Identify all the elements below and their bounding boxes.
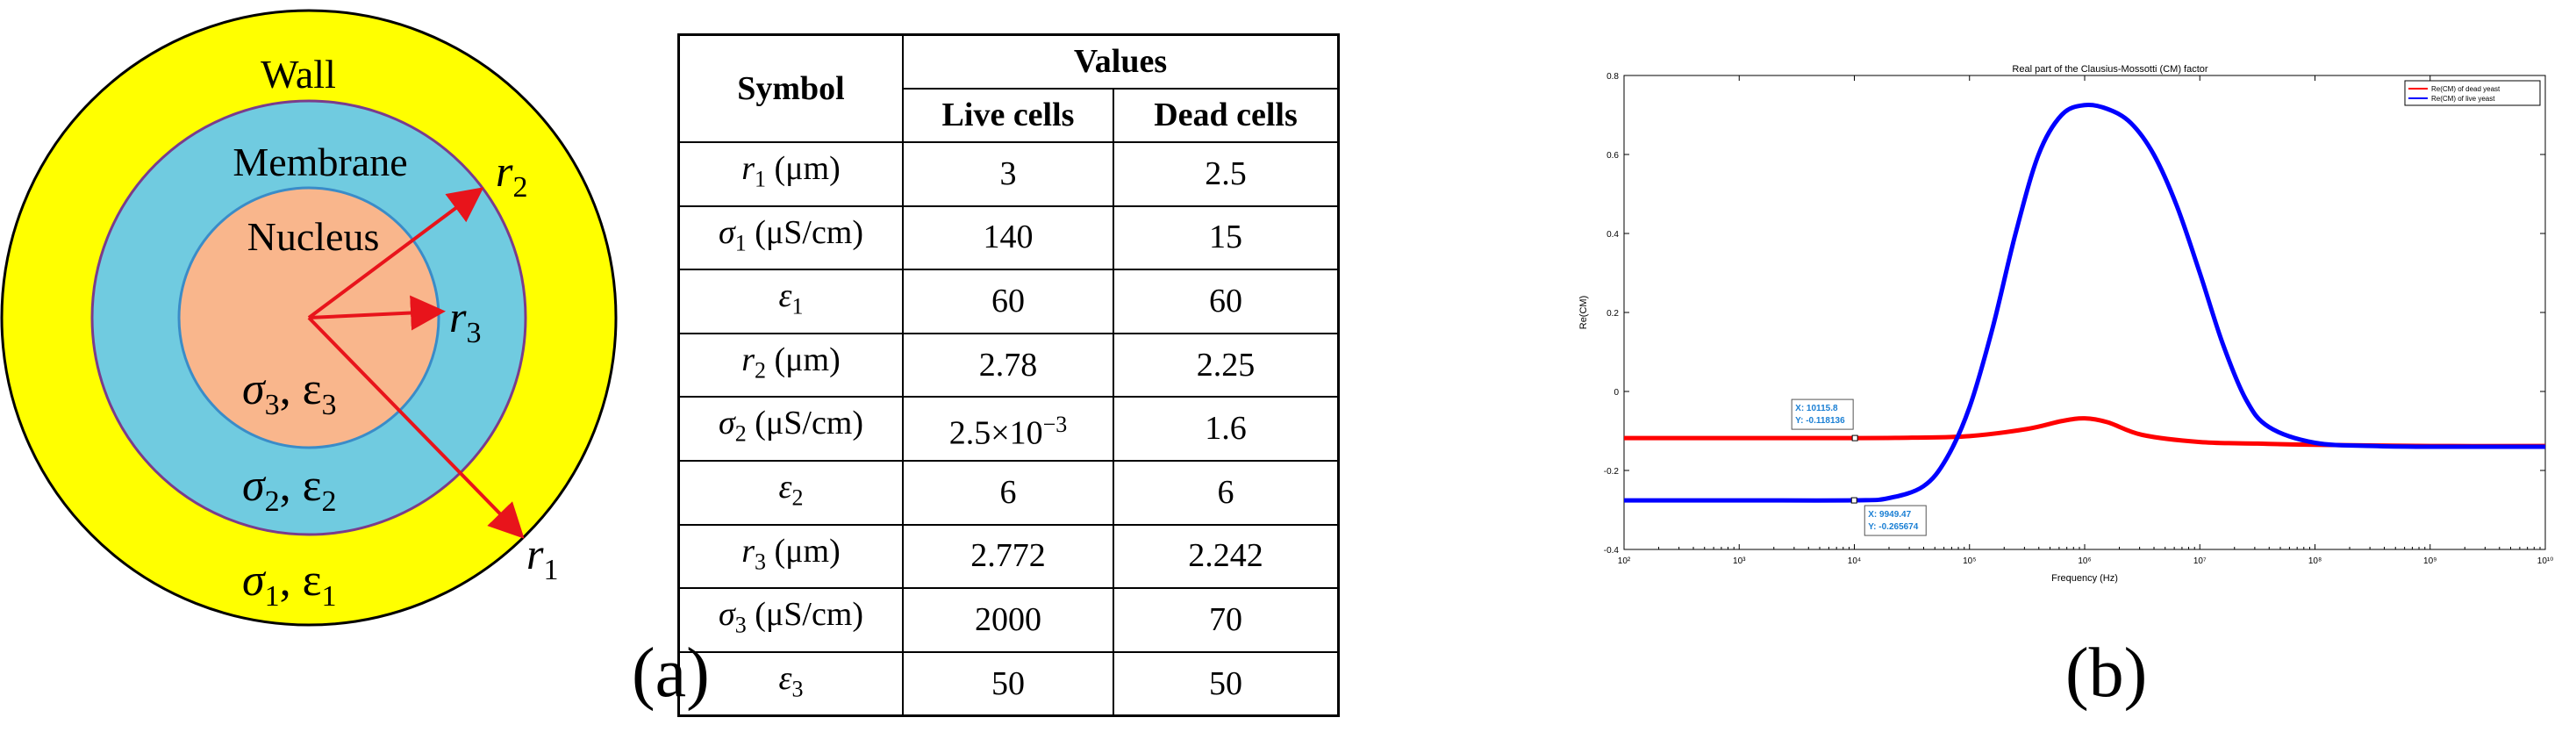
cell-live: 3 bbox=[902, 141, 1114, 207]
cell-live: 60 bbox=[902, 269, 1114, 334]
cell-live: 6 bbox=[902, 459, 1114, 526]
y-axis: -0.4 -0.2 0 0.2 0.4 0.6 0.8 bbox=[1604, 72, 2545, 556]
header-live: Live cells bbox=[902, 88, 1114, 143]
cell-live: 140 bbox=[902, 205, 1114, 271]
r3-arrow bbox=[308, 295, 446, 331]
datatip-y: Y: -0.118136 bbox=[1795, 416, 1845, 426]
table-row: σ2 (μS/cm) 2.5×10−3 1.6 bbox=[677, 396, 1340, 462]
x-tick-label: 10⁹ bbox=[2423, 556, 2436, 566]
y-tick-label: 0.2 bbox=[1606, 309, 1619, 319]
nucleus-label: Nucleus bbox=[247, 214, 380, 259]
membrane-label: Membrane bbox=[233, 140, 407, 184]
x-tick-label: 10³ bbox=[1733, 556, 1746, 566]
y-tick-label: -0.4 bbox=[1604, 546, 1620, 556]
datatip-box[interactable] bbox=[1791, 398, 1854, 430]
parameter-table: Symbol Values Live cells Dead cells r1 (… bbox=[677, 33, 1340, 718]
x-axis-label: Frequency (Hz) bbox=[2051, 573, 2118, 584]
cell-symbol: σ2 (μS/cm) bbox=[677, 396, 904, 462]
datatip-marker[interactable] bbox=[1850, 497, 1857, 504]
legend: Re(CM) of dead yeast Re(CM) of live yeast bbox=[2404, 80, 2541, 106]
panel-label-a: (a) bbox=[632, 635, 710, 712]
table-row: r3 (μm) 2.772 2.242 bbox=[677, 523, 1340, 590]
table-row: r2 (μm) 2.78 2.25 bbox=[677, 332, 1340, 398]
datatip-x: X: 10115.8 bbox=[1795, 404, 1838, 413]
r1-label: r1 bbox=[526, 529, 558, 586]
cell-dead: 2.5 bbox=[1113, 141, 1340, 207]
wall-label: Wall bbox=[261, 52, 336, 97]
x-tick-label: 10⁸ bbox=[2308, 556, 2322, 566]
cell-symbol: ε2 bbox=[677, 459, 904, 526]
x-tick-label: 10⁶ bbox=[2078, 556, 2091, 566]
cell-symbol: σ1 (μS/cm) bbox=[677, 205, 904, 271]
header-dead: Dead cells bbox=[1113, 88, 1340, 143]
legend-entry: Re(CM) of dead yeast bbox=[2431, 85, 2501, 93]
table-row: σ1 (μS/cm) 140 15 bbox=[677, 205, 1340, 271]
table-row: ε3 50 50 bbox=[677, 650, 1340, 717]
cell-dead: 2.242 bbox=[1113, 523, 1340, 590]
plot-area bbox=[1623, 75, 2546, 550]
cm-factor-chart: Real part of the Clausius-Mossotti (CM) … bbox=[1578, 64, 2553, 584]
r2-arrow bbox=[307, 187, 484, 319]
header-values: Values bbox=[902, 33, 1340, 90]
cell-dead: 70 bbox=[1113, 587, 1340, 653]
x-tick-label: 10⁵ bbox=[1963, 556, 1976, 566]
live-yeast-line bbox=[1623, 102, 2546, 503]
datatips: X: 10115.8 Y: -0.118136 X: 9949.47 Y: -0.26… bbox=[1791, 398, 1927, 536]
r1-arrow bbox=[307, 316, 525, 539]
x-axis: 10² 10³ 10⁴ 10⁵ 10⁶ 10⁷ 10⁸ 10⁹ 10¹⁰ bbox=[1618, 75, 2553, 566]
cell-dead: 2.25 bbox=[1113, 332, 1340, 398]
cell-dead: 60 bbox=[1113, 269, 1340, 334]
cell-live: 2.78 bbox=[902, 332, 1114, 398]
table-row: r1 (μm) 3 2.5 bbox=[677, 141, 1340, 207]
datatip-y: Y: -0.265674 bbox=[1868, 522, 1919, 532]
table-row: σ3 (μS/cm) 2000 70 bbox=[677, 587, 1340, 653]
chart-title: Real part of the Clausius-Mossotti (CM) … bbox=[2012, 64, 2207, 75]
x-tick-label: 10² bbox=[1618, 556, 1631, 566]
sigma1-eps1-label: σ1, ε1 bbox=[242, 556, 337, 613]
table-row: ε2 6 6 bbox=[677, 459, 1340, 526]
cell-diagram: Wall Membrane Nucleus σ3, ε3 σ2, ε2 σ1, … bbox=[0, 9, 618, 627]
cell-symbol: r1 (μm) bbox=[677, 141, 904, 207]
cell-symbol: ε1 bbox=[677, 269, 904, 334]
cell-dead: 6 bbox=[1113, 459, 1340, 526]
sigma2-eps2-label: σ2, ε2 bbox=[242, 461, 337, 518]
y-axis-label: Re(CM) bbox=[1578, 296, 1589, 330]
table-body: r1 (μm) 3 2.5 σ1 (μS/cm) 140 15 ε1 60 60 r2 (μm) 2… bbox=[677, 141, 1340, 717]
cell-dead: 50 bbox=[1113, 650, 1340, 717]
cell-live: 2.772 bbox=[902, 523, 1114, 590]
cell-symbol: r2 (μm) bbox=[677, 332, 904, 398]
datatip-box[interactable] bbox=[1864, 505, 1927, 536]
y-tick-label: 0.6 bbox=[1606, 151, 1619, 161]
cell-symbol: ε3 bbox=[677, 650, 904, 717]
x-tick-label: 10¹⁰ bbox=[2537, 556, 2553, 566]
header-symbol: Symbol bbox=[677, 33, 904, 143]
datatip-x: X: 9949.47 bbox=[1868, 510, 1911, 520]
cell-symbol: σ3 (μS/cm) bbox=[677, 587, 904, 653]
panel-label-b: (b) bbox=[2065, 635, 2148, 712]
cell-dead: 15 bbox=[1113, 205, 1340, 271]
x-tick-label: 10⁷ bbox=[2193, 556, 2207, 566]
cell-live: 2.5×10−3 bbox=[902, 396, 1114, 462]
legend-box bbox=[2404, 80, 2541, 106]
y-tick-label: -0.2 bbox=[1604, 467, 1620, 477]
table-row: ε1 60 60 bbox=[677, 269, 1340, 334]
y-tick-label: 0 bbox=[1614, 388, 1619, 398]
y-tick-label: 0.8 bbox=[1606, 72, 1619, 82]
cell-symbol: r3 (μm) bbox=[677, 523, 904, 590]
sigma3-eps3-label: σ3, ε3 bbox=[242, 364, 337, 421]
cell-dead: 1.6 bbox=[1113, 396, 1340, 462]
cell-live: 50 bbox=[902, 650, 1114, 717]
y-tick-label: 0.4 bbox=[1606, 230, 1619, 240]
x-tick-label: 10⁴ bbox=[1848, 556, 1861, 566]
legend-entry: Re(CM) of live yeast bbox=[2431, 95, 2495, 103]
cell-live: 2000 bbox=[902, 587, 1114, 653]
datatip-marker[interactable] bbox=[1851, 434, 1858, 441]
